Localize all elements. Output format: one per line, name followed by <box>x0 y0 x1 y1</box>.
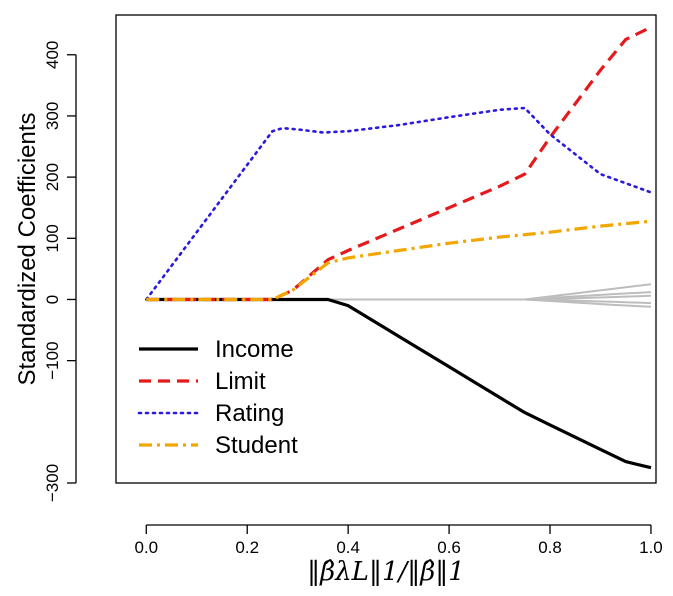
plot-frame <box>115 14 657 484</box>
y-tick-label: 200 <box>43 163 62 191</box>
x-tick-label: 0.0 <box>134 538 158 557</box>
x-axis-title: ‖β̂λL‖1/‖β̂‖1 <box>307 557 465 587</box>
other-coefficient-line-5 <box>146 298 652 308</box>
y-axis-title: Standardized Coefficients <box>14 112 41 385</box>
y-tick-label: 400 <box>43 41 62 69</box>
legend-label-limit: Limit <box>215 368 266 395</box>
y-tick-label: −100 <box>43 341 62 379</box>
series-layer <box>145 25 653 470</box>
x-tick-label: 0.6 <box>437 538 461 557</box>
x-tick-label: 1.0 <box>639 538 663 557</box>
y-tick-label: −300 <box>43 464 62 502</box>
legend-label-rating: Rating <box>215 400 284 427</box>
series-line-limit <box>146 25 652 302</box>
series-line-income <box>146 297 652 470</box>
legend-label-income: Income <box>215 336 294 363</box>
y-tick-label: 300 <box>43 102 62 130</box>
y-tick-label: 100 <box>43 224 62 252</box>
series-line-student <box>146 219 652 302</box>
x-tick-label: 0.4 <box>336 538 360 557</box>
x-tick-label: 0.2 <box>235 538 259 557</box>
y-tick-label: 0 <box>43 295 62 304</box>
legend-label-student: Student <box>215 432 298 459</box>
legend: Income Limit Rating Student <box>137 336 298 459</box>
series-line-rating <box>145 106 653 301</box>
x-tick-label: 0.8 <box>538 538 562 557</box>
axes-layer: 0.0 0.2 0.4 0.6 0.8 1.0 −300 −100 0 100 200 300 400 <box>43 41 663 557</box>
